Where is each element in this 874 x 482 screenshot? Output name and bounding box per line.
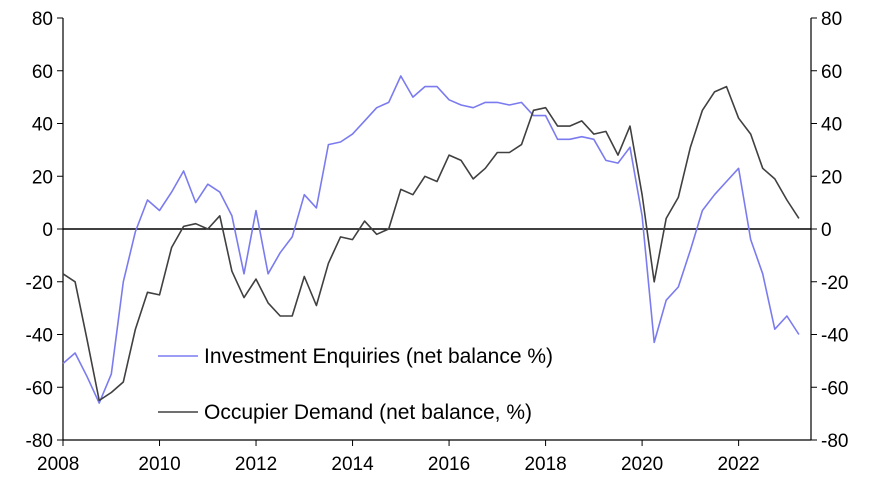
x-tick-label: 2010 (138, 454, 180, 475)
x-tick-label: 2016 (428, 454, 470, 475)
y-tick-label-left: 0 (42, 220, 53, 241)
y-tick-label-left: 60 (32, 62, 53, 83)
y-tick-label-left: -40 (26, 326, 53, 347)
y-tick-label-left: -60 (26, 378, 53, 399)
y-tick-label-right: -60 (821, 378, 848, 399)
x-tick-label: 2022 (717, 454, 759, 475)
y-tick-label-right: 0 (821, 220, 832, 241)
x-tick-label: 2008 (37, 454, 79, 475)
y-tick-label-right: 40 (821, 115, 842, 136)
legend-label-occupier-demand: Occupier Demand (net balance, %) (204, 401, 532, 424)
y-tick-label-left: 80 (32, 9, 53, 30)
x-tick-label: 2012 (235, 454, 277, 475)
y-tick-label-right: -40 (821, 326, 848, 347)
series-line-occupier-demand (62, 85, 800, 402)
series-line-investment-enquiries (62, 75, 800, 404)
y-tick-label-left: 20 (32, 167, 53, 188)
y-tick-label-right: -20 (821, 273, 848, 294)
y-tick-label-right: -80 (821, 431, 848, 452)
y-tick-label-right: 60 (821, 62, 842, 83)
y-tick-label-left: -80 (26, 431, 53, 452)
y-tick-label-right: 20 (821, 167, 842, 188)
y-tick-label-left: -20 (26, 273, 53, 294)
x-tick-label: 2014 (331, 454, 374, 475)
y-tick-label-right: 80 (821, 9, 842, 30)
legend: Investment Enquiries (net balance %) Occ… (158, 345, 553, 424)
y-tick-label-left: 40 (32, 115, 53, 136)
series-lines (62, 75, 800, 404)
axes (57, 17, 817, 446)
x-tick-label: 2018 (524, 454, 566, 475)
legend-label-investment-enquiries: Investment Enquiries (net balance %) (204, 345, 553, 368)
x-tick-label: 2020 (621, 454, 663, 475)
